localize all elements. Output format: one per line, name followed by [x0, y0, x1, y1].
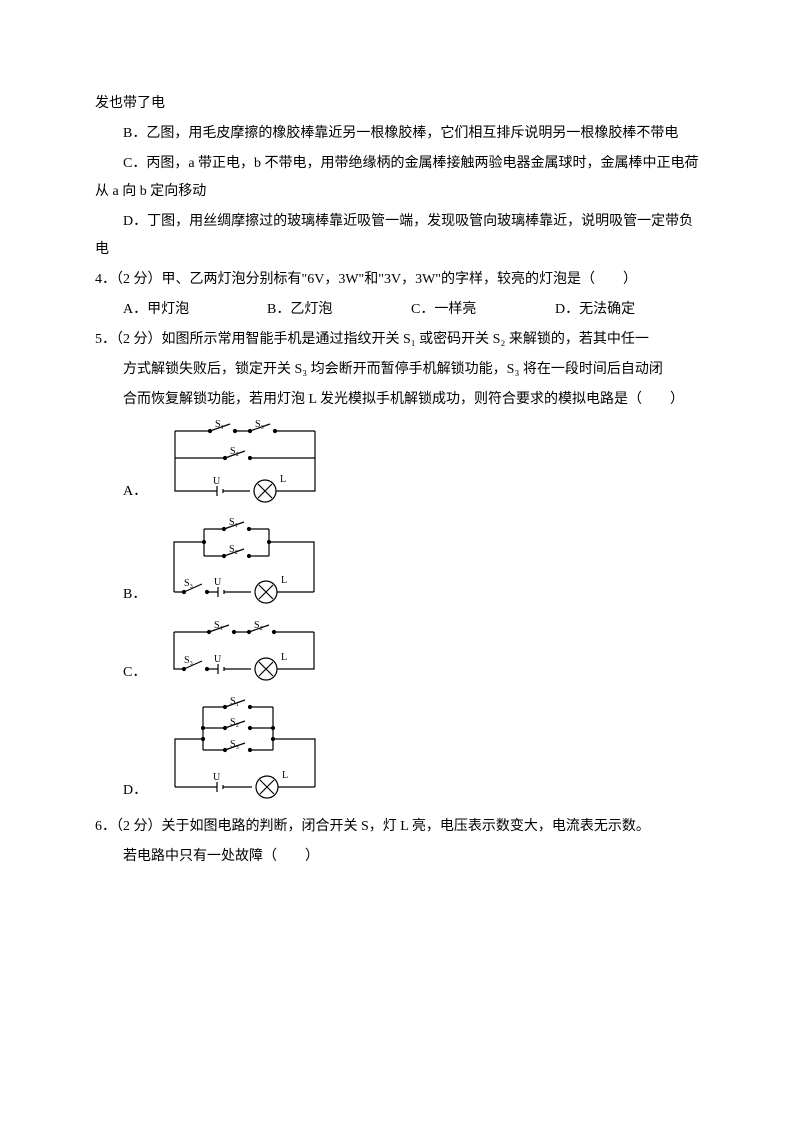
question-6-stem-line2: 若电路中只有一处故障（ ）: [95, 843, 699, 871]
previous-option-d: D．丁图，用丝绸摩擦过的玻璃棒靠近吸管一端，发现吸管向玻璃棒靠近，说明吸管一定带…: [95, 208, 699, 264]
svg-text:S₂: S₂: [230, 717, 239, 728]
svg-text:L: L: [281, 575, 287, 586]
q4-option-a: A．甲灯泡: [123, 296, 267, 324]
circuit-diagram-d: S₁ S₂ S₃ U L: [155, 695, 335, 805]
circuit-diagram-b: S₁ S₂ S₃ U L: [154, 514, 334, 609]
svg-text:U: U: [213, 476, 221, 487]
q5-option-a-row: A． S₁ S₃ S₂ U L: [123, 416, 699, 506]
question-5-stem-line2: 方式解锁失败后，锁定开关 S₃ 均会断开而暂停手机解锁功能，S₃ 将在一段时间后…: [95, 356, 699, 384]
circuit-diagram-c: S₁ S₂ S₃ U L: [154, 617, 334, 687]
q5-option-d-row: D． S₁ S₂ S₃ U L: [123, 695, 699, 805]
svg-text:U: U: [213, 772, 221, 783]
q5-option-b-label: B．: [123, 581, 146, 609]
svg-text:S₂: S₂: [229, 544, 238, 555]
question-4-options: A．甲灯泡 B．乙灯泡 C．一样亮 D．无法确定: [123, 296, 699, 324]
q5-option-d-label: D．: [123, 777, 147, 805]
svg-text:U: U: [214, 577, 222, 588]
svg-text:S₃: S₃: [230, 739, 239, 750]
q4-option-c: C．一样亮: [411, 296, 555, 324]
svg-text:S₂: S₂: [254, 620, 263, 631]
q5-option-c-row: C． S₁ S₂ S₃ U L: [123, 617, 699, 687]
svg-text:L: L: [282, 770, 288, 781]
circuit-diagram-a: S₁ S₃ S₂ U L: [155, 416, 335, 506]
svg-text:S₃: S₃: [255, 419, 264, 430]
svg-text:S₂: S₂: [230, 446, 239, 457]
svg-text:S₃: S₃: [184, 655, 193, 666]
q5-option-b-row: B． S₁ S₂ S₃ U L: [123, 514, 699, 609]
svg-text:L: L: [281, 652, 287, 663]
q4-option-d: D．无法确定: [555, 296, 699, 324]
previous-option-b: B．乙图，用毛皮摩擦的橡胶棒靠近另一根橡胶棒，它们相互排斥说明另一根橡胶棒不带电: [95, 120, 699, 148]
svg-text:S₁: S₁: [230, 696, 239, 707]
svg-text:L: L: [280, 474, 286, 485]
q5-option-c-label: C．: [123, 659, 146, 687]
question-6-stem-line1: 6．（2 分）关于如图电路的判断，闭合开关 S，灯 L 亮，电压表示数变大，电流…: [95, 813, 699, 841]
previous-option-c: C．丙图，a 带正电，b 不带电，用带绝缘柄的金属棒接触两验电器金属球时，金属棒…: [95, 150, 699, 206]
q4-option-b: B．乙灯泡: [267, 296, 411, 324]
continuation-text: 发也带了电: [95, 90, 699, 118]
question-4-stem: 4．（2 分）甲、乙两灯泡分别标有"6V，3W"和"3V，3W"的字样，较亮的灯…: [95, 266, 699, 294]
q5-option-a-label: A．: [123, 478, 147, 506]
svg-text:S₃: S₃: [184, 578, 193, 589]
question-5-stem-line3: 合而恢复解锁功能，若用灯泡 L 发光模拟手机解锁成功，则符合要求的模拟电路是（ …: [95, 386, 699, 414]
svg-text:S₁: S₁: [229, 517, 238, 528]
svg-text:S₁: S₁: [214, 620, 223, 631]
question-5-stem-line1: 5．（2 分）如图所示常用智能手机是通过指纹开关 S₁ 或密码开关 S₂ 来解锁…: [95, 326, 699, 354]
svg-text:S₁: S₁: [215, 419, 224, 430]
svg-text:U: U: [214, 654, 222, 665]
